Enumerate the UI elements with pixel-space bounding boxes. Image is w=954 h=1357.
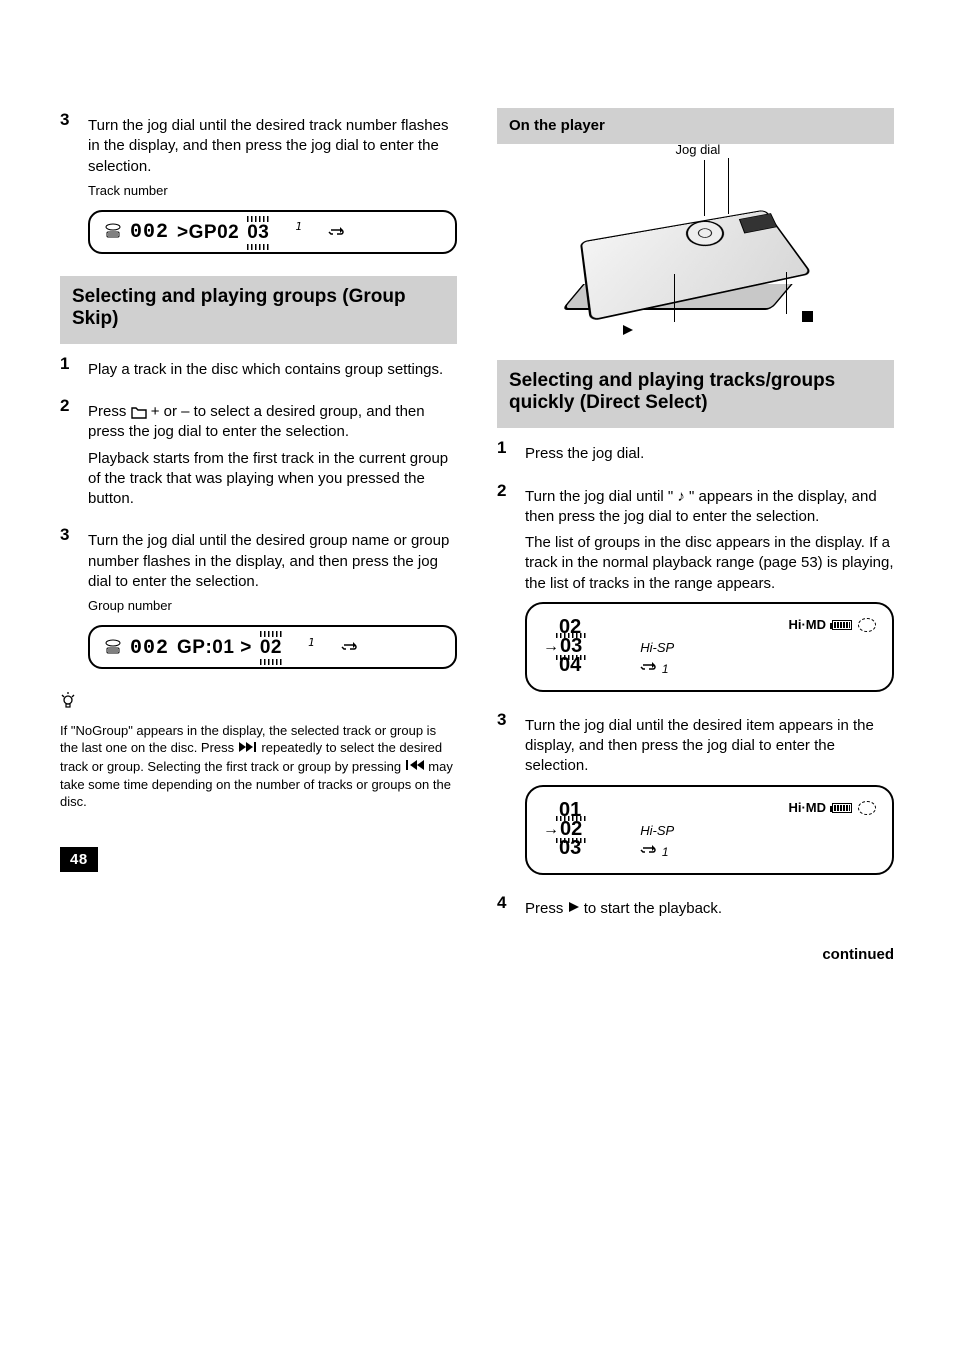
ds-step-1: 1 Press the jog dial. bbox=[497, 438, 894, 470]
rep-num: 1 bbox=[662, 662, 669, 676]
skip-back-icon bbox=[405, 758, 425, 776]
step-number: 3 bbox=[497, 710, 515, 730]
remote-lcd-2: 002 GP:01 > 02 1 bbox=[88, 625, 457, 669]
lcd-sup: 1 bbox=[308, 636, 315, 649]
lcd-flash: 03 bbox=[247, 222, 269, 244]
lcd-caption: Track number bbox=[88, 183, 457, 198]
track-list: 01 →02 03 bbox=[543, 801, 582, 858]
disc-icon bbox=[104, 222, 122, 243]
header-text: On the player bbox=[509, 116, 882, 136]
step-text: Turn the jog dial until the desired trac… bbox=[88, 116, 457, 177]
repeat-icon bbox=[341, 639, 359, 657]
gray-title: Selecting and playing groups (Group Skip… bbox=[72, 286, 445, 330]
mode-text: Hi-SP bbox=[640, 640, 876, 655]
gray-title: Selecting and playing tracks/groups quic… bbox=[509, 370, 882, 414]
device-illustration: Jog dial bbox=[566, 152, 826, 352]
page-number: 48 bbox=[60, 847, 98, 872]
lcd-track-seg: 002 bbox=[130, 221, 169, 244]
t-a: Press bbox=[525, 900, 568, 917]
device-lcd-1: 02 →03 04 Hi·MD Hi-SP 1 bbox=[525, 602, 894, 692]
himd-label: Hi·MD bbox=[788, 617, 826, 632]
battery-icon bbox=[832, 620, 852, 630]
disc-icon bbox=[104, 638, 122, 659]
battery-icon bbox=[832, 803, 852, 813]
step-3a: 3 Turn the jog dial until the desired tr… bbox=[60, 110, 457, 266]
step-number: 1 bbox=[60, 354, 78, 374]
t-b: to start the playback. bbox=[584, 900, 722, 917]
step-text: Play a track in the disc which contains … bbox=[88, 360, 457, 380]
t-a: Turn the jog dial until " bbox=[525, 488, 673, 505]
skip-fwd-icon bbox=[238, 740, 258, 758]
play-icon bbox=[568, 899, 580, 919]
lcd-flash: 02 bbox=[260, 637, 282, 659]
ds-step-4: 4 Press to start the playback. bbox=[497, 893, 894, 925]
music-note-icon: ♪ bbox=[677, 487, 685, 507]
stop-icon bbox=[802, 310, 813, 325]
step-text: Turn the jog dial until " ♪ " appears in… bbox=[525, 487, 894, 528]
disc-spin-icon bbox=[858, 618, 876, 632]
step-number: 3 bbox=[60, 110, 78, 130]
step-number: 3 bbox=[60, 525, 78, 545]
gs-step-2: 2 Press + or – to select a desired group… bbox=[60, 396, 457, 515]
mode-text: Hi-SP bbox=[640, 823, 876, 838]
track-2: 02 bbox=[560, 820, 582, 839]
lcd-right-info: Hi·MD Hi-SP 1 bbox=[612, 617, 876, 676]
step-number: 2 bbox=[497, 481, 515, 501]
rep-num: 1 bbox=[662, 845, 669, 859]
gray-section-group-skip: Selecting and playing groups (Group Skip… bbox=[60, 276, 457, 344]
lcd-caption: Group number bbox=[88, 598, 457, 613]
step-text: Press to start the playback. bbox=[525, 899, 894, 919]
repeat-row: 1 bbox=[640, 661, 876, 676]
ds-step-3: 3 Turn the jog dial until the desired it… bbox=[497, 710, 894, 883]
play-icon bbox=[622, 324, 634, 339]
step-text: Turn the jog dial until the desired grou… bbox=[88, 531, 457, 592]
arrow-icon: → bbox=[543, 639, 559, 654]
label-jog: Jog dial bbox=[676, 142, 721, 157]
lcd-main: GP:01 > bbox=[177, 637, 252, 659]
gray-section-direct-select: Selecting and playing tracks/groups quic… bbox=[497, 360, 894, 428]
arrow-icon: → bbox=[543, 822, 559, 837]
himd-label: Hi·MD bbox=[788, 800, 826, 815]
tip-row bbox=[60, 691, 457, 716]
continued-text: continued bbox=[497, 945, 894, 965]
track-list: 02 →03 04 bbox=[543, 618, 582, 675]
ds-step-2: 2 Turn the jog dial until " ♪ " appears … bbox=[497, 481, 894, 700]
lcd-sup: 1 bbox=[295, 220, 302, 233]
step-text: Turn the jog dial until the desired item… bbox=[525, 716, 894, 777]
step-number: 2 bbox=[60, 396, 78, 416]
lcd-track-seg: 002 bbox=[130, 637, 169, 660]
step-text: Press + or – to select a desired group, … bbox=[88, 402, 457, 443]
disc-spin-icon bbox=[858, 801, 876, 815]
body-text: Playback starts from the first track in … bbox=[88, 449, 457, 510]
step-number: 4 bbox=[497, 893, 515, 913]
lcd-main: >GP02 bbox=[177, 222, 239, 244]
text-a: Press bbox=[88, 403, 131, 420]
step-3b: 3 Turn the jog dial until the desired gr… bbox=[60, 525, 457, 681]
lcd-right-info: Hi·MD Hi-SP 1 bbox=[612, 800, 876, 859]
repeat-row: 1 bbox=[640, 844, 876, 859]
step-number: 1 bbox=[497, 438, 515, 458]
remote-lcd-1: 002 >GP02 03 1 bbox=[88, 210, 457, 254]
folder-icon bbox=[131, 402, 147, 422]
repeat-icon bbox=[328, 224, 346, 242]
mid-text: The list of groups in the disc appears i… bbox=[525, 533, 894, 594]
gray-header-player: On the player bbox=[497, 108, 894, 144]
tip-text: If "NoGroup" appears in the display, the… bbox=[60, 722, 457, 811]
bulb-icon bbox=[60, 696, 76, 713]
gs-step-1: 1 Play a track in the disc which contain… bbox=[60, 354, 457, 386]
step-text: Press the jog dial. bbox=[525, 444, 894, 464]
device-lcd-2: 01 →02 03 Hi·MD Hi-SP 1 bbox=[525, 785, 894, 875]
track-2: 03 bbox=[560, 637, 582, 656]
